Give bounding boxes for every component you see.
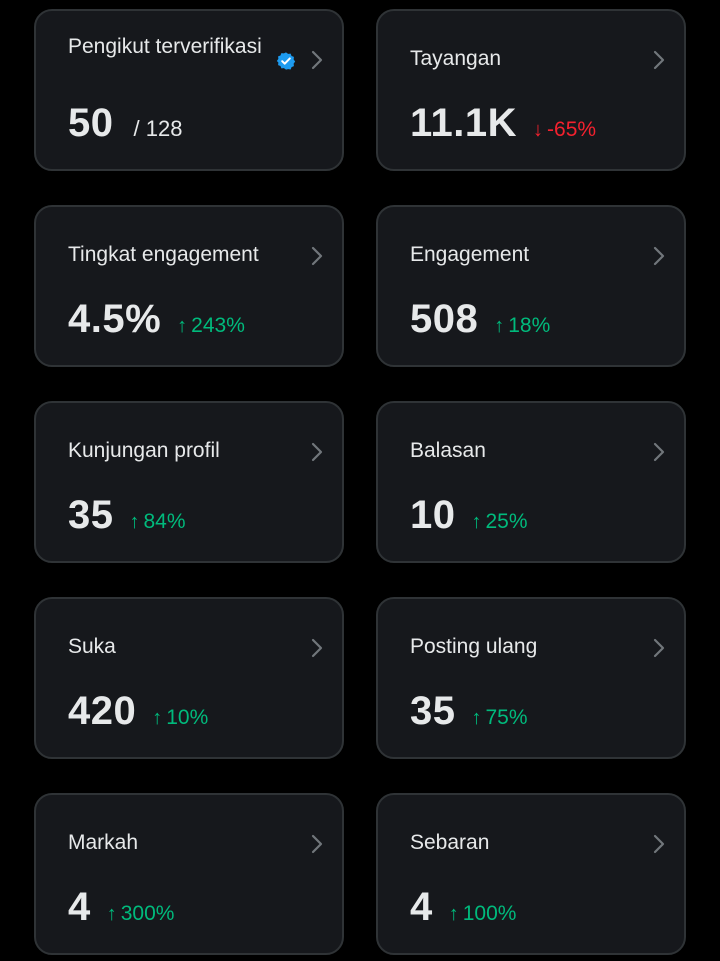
metric-total: / 128 xyxy=(133,116,183,141)
metric-value: 10 xyxy=(410,493,456,537)
arrow-up-icon: ↑ xyxy=(471,511,482,533)
change-value: 10% xyxy=(166,706,209,729)
card-label: Markah xyxy=(68,831,139,854)
metric-change: ↑ 243% xyxy=(177,314,245,338)
metric-value: 420 xyxy=(68,689,137,733)
card-label: Suka xyxy=(68,635,116,658)
arrow-up-icon: ↑ xyxy=(448,903,459,925)
metric-value: 35 xyxy=(410,689,456,733)
value-row: 4 ↑ 300% xyxy=(68,885,174,930)
chevron-right-icon xyxy=(311,50,323,70)
metric-value: 4 xyxy=(410,885,433,929)
card-engagement-rate[interactable]: Tingkat engagement 4.5% ↑ 243% xyxy=(34,205,344,367)
chevron-right-icon xyxy=(311,442,323,462)
value-row: 508 ↑ 18% xyxy=(410,297,550,342)
card-label: Posting ulang xyxy=(410,635,538,658)
metric-value: 508 xyxy=(410,297,479,341)
chevron-right-icon xyxy=(311,834,323,854)
chevron-right-icon xyxy=(653,638,665,658)
chevron-right-icon xyxy=(653,246,665,266)
arrow-up-icon: ↑ xyxy=(106,903,117,925)
metric-value: 35 xyxy=(68,493,114,537)
metric-change: ↑ 25% xyxy=(472,510,528,534)
metric-value: 11.1K xyxy=(410,101,518,145)
metric-value: 50 xyxy=(68,101,114,145)
chevron-right-icon xyxy=(653,442,665,462)
metric-value: 4.5% xyxy=(68,297,162,341)
card-label: Balasan xyxy=(410,439,486,462)
arrow-down-icon: ↓ xyxy=(533,119,544,141)
metric-change: ↑ 75% xyxy=(472,706,528,730)
value-row: 420 ↑ 10% xyxy=(68,689,208,734)
arrow-up-icon: ↑ xyxy=(129,511,140,533)
card-engagement[interactable]: Engagement 508 ↑ 18% xyxy=(376,205,686,367)
change-value: 18% xyxy=(508,314,551,337)
card-replies[interactable]: Balasan 10 ↑ 25% xyxy=(376,401,686,563)
change-value: 75% xyxy=(485,706,528,729)
arrow-up-icon: ↑ xyxy=(471,707,482,729)
value-row: 4 ↑ 100% xyxy=(410,885,516,930)
verified-badge-icon xyxy=(276,52,296,70)
value-row: 11.1K ↓ -65% xyxy=(410,101,596,146)
change-value: 243% xyxy=(191,314,245,337)
card-bookmarks[interactable]: Markah 4 ↑ 300% xyxy=(34,793,344,955)
chevron-right-icon xyxy=(653,834,665,854)
analytics-card-grid: Pengikut terverifikasi 50 / 128 Tayangan… xyxy=(34,9,686,955)
metric-value: 4 xyxy=(68,885,91,929)
card-shares[interactable]: Sebaran 4 ↑ 100% xyxy=(376,793,686,955)
change-value: -65% xyxy=(547,118,597,141)
metric-change: ↑ 300% xyxy=(107,902,175,926)
card-label: Tingkat engagement xyxy=(68,243,259,266)
change-value: 300% xyxy=(120,902,175,925)
chevron-right-icon xyxy=(653,50,665,70)
chevron-right-icon xyxy=(311,246,323,266)
change-value: 100% xyxy=(462,902,517,925)
value-row: 4.5% ↑ 243% xyxy=(68,297,245,342)
card-impressions[interactable]: Tayangan 11.1K ↓ -65% xyxy=(376,9,686,171)
value-row: 35 ↑ 75% xyxy=(410,689,528,734)
arrow-up-icon: ↑ xyxy=(177,315,188,337)
change-value: 25% xyxy=(485,510,528,533)
metric-change: ↑ 100% xyxy=(449,902,517,926)
chevron-right-icon xyxy=(311,638,323,658)
metric-change: ↑ 10% xyxy=(152,706,208,730)
card-label: Tayangan xyxy=(410,47,502,70)
value-row: 50 / 128 xyxy=(68,101,182,146)
card-likes[interactable]: Suka 420 ↑ 10% xyxy=(34,597,344,759)
metric-change: ↓ -65% xyxy=(533,118,596,142)
metric-change: ↑ 84% xyxy=(130,510,186,534)
metric-change: ↑ 18% xyxy=(494,314,550,338)
card-verified-followers[interactable]: Pengikut terverifikasi 50 / 128 xyxy=(34,9,344,171)
value-row: 10 ↑ 25% xyxy=(410,493,528,538)
card-label: Sebaran xyxy=(410,831,490,854)
card-label: Kunjungan profil xyxy=(68,439,220,462)
value-row: 35 ↑ 84% xyxy=(68,493,186,538)
change-value: 84% xyxy=(143,510,186,533)
card-reposts[interactable]: Posting ulang 35 ↑ 75% xyxy=(376,597,686,759)
card-profile-visits[interactable]: Kunjungan profil 35 ↑ 84% xyxy=(34,401,344,563)
card-label: Pengikut terverifikasi xyxy=(68,35,262,58)
card-label: Engagement xyxy=(410,243,530,266)
arrow-up-icon: ↑ xyxy=(152,707,163,729)
arrow-up-icon: ↑ xyxy=(494,315,505,337)
